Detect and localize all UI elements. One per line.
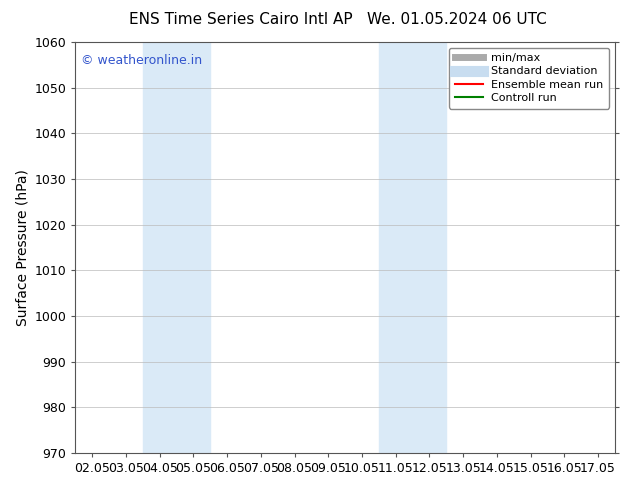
Text: We. 01.05.2024 06 UTC: We. 01.05.2024 06 UTC — [366, 12, 547, 27]
Y-axis label: Surface Pressure (hPa): Surface Pressure (hPa) — [15, 169, 29, 326]
Text: ENS Time Series Cairo Intl AP: ENS Time Series Cairo Intl AP — [129, 12, 353, 27]
Bar — [143, 42, 210, 453]
Legend: min/max, Standard deviation, Ensemble mean run, Controll run: min/max, Standard deviation, Ensemble me… — [450, 48, 609, 109]
Text: © weatheronline.in: © weatheronline.in — [81, 54, 202, 68]
Bar — [379, 42, 446, 453]
